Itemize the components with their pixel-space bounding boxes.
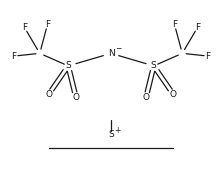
- Text: S: S: [151, 61, 157, 70]
- Text: F: F: [172, 20, 177, 29]
- Text: O: O: [45, 90, 52, 99]
- Text: −: −: [115, 44, 121, 53]
- Text: F: F: [12, 52, 17, 61]
- Text: O: O: [170, 90, 177, 99]
- Text: S: S: [108, 130, 114, 139]
- Text: F: F: [22, 23, 27, 32]
- Text: S: S: [65, 61, 71, 70]
- Text: N: N: [108, 49, 114, 58]
- Text: O: O: [72, 93, 79, 102]
- Text: F: F: [195, 23, 200, 32]
- Text: F: F: [45, 20, 50, 29]
- Text: O: O: [143, 93, 150, 102]
- Text: F: F: [205, 52, 210, 61]
- Text: +: +: [114, 126, 121, 134]
